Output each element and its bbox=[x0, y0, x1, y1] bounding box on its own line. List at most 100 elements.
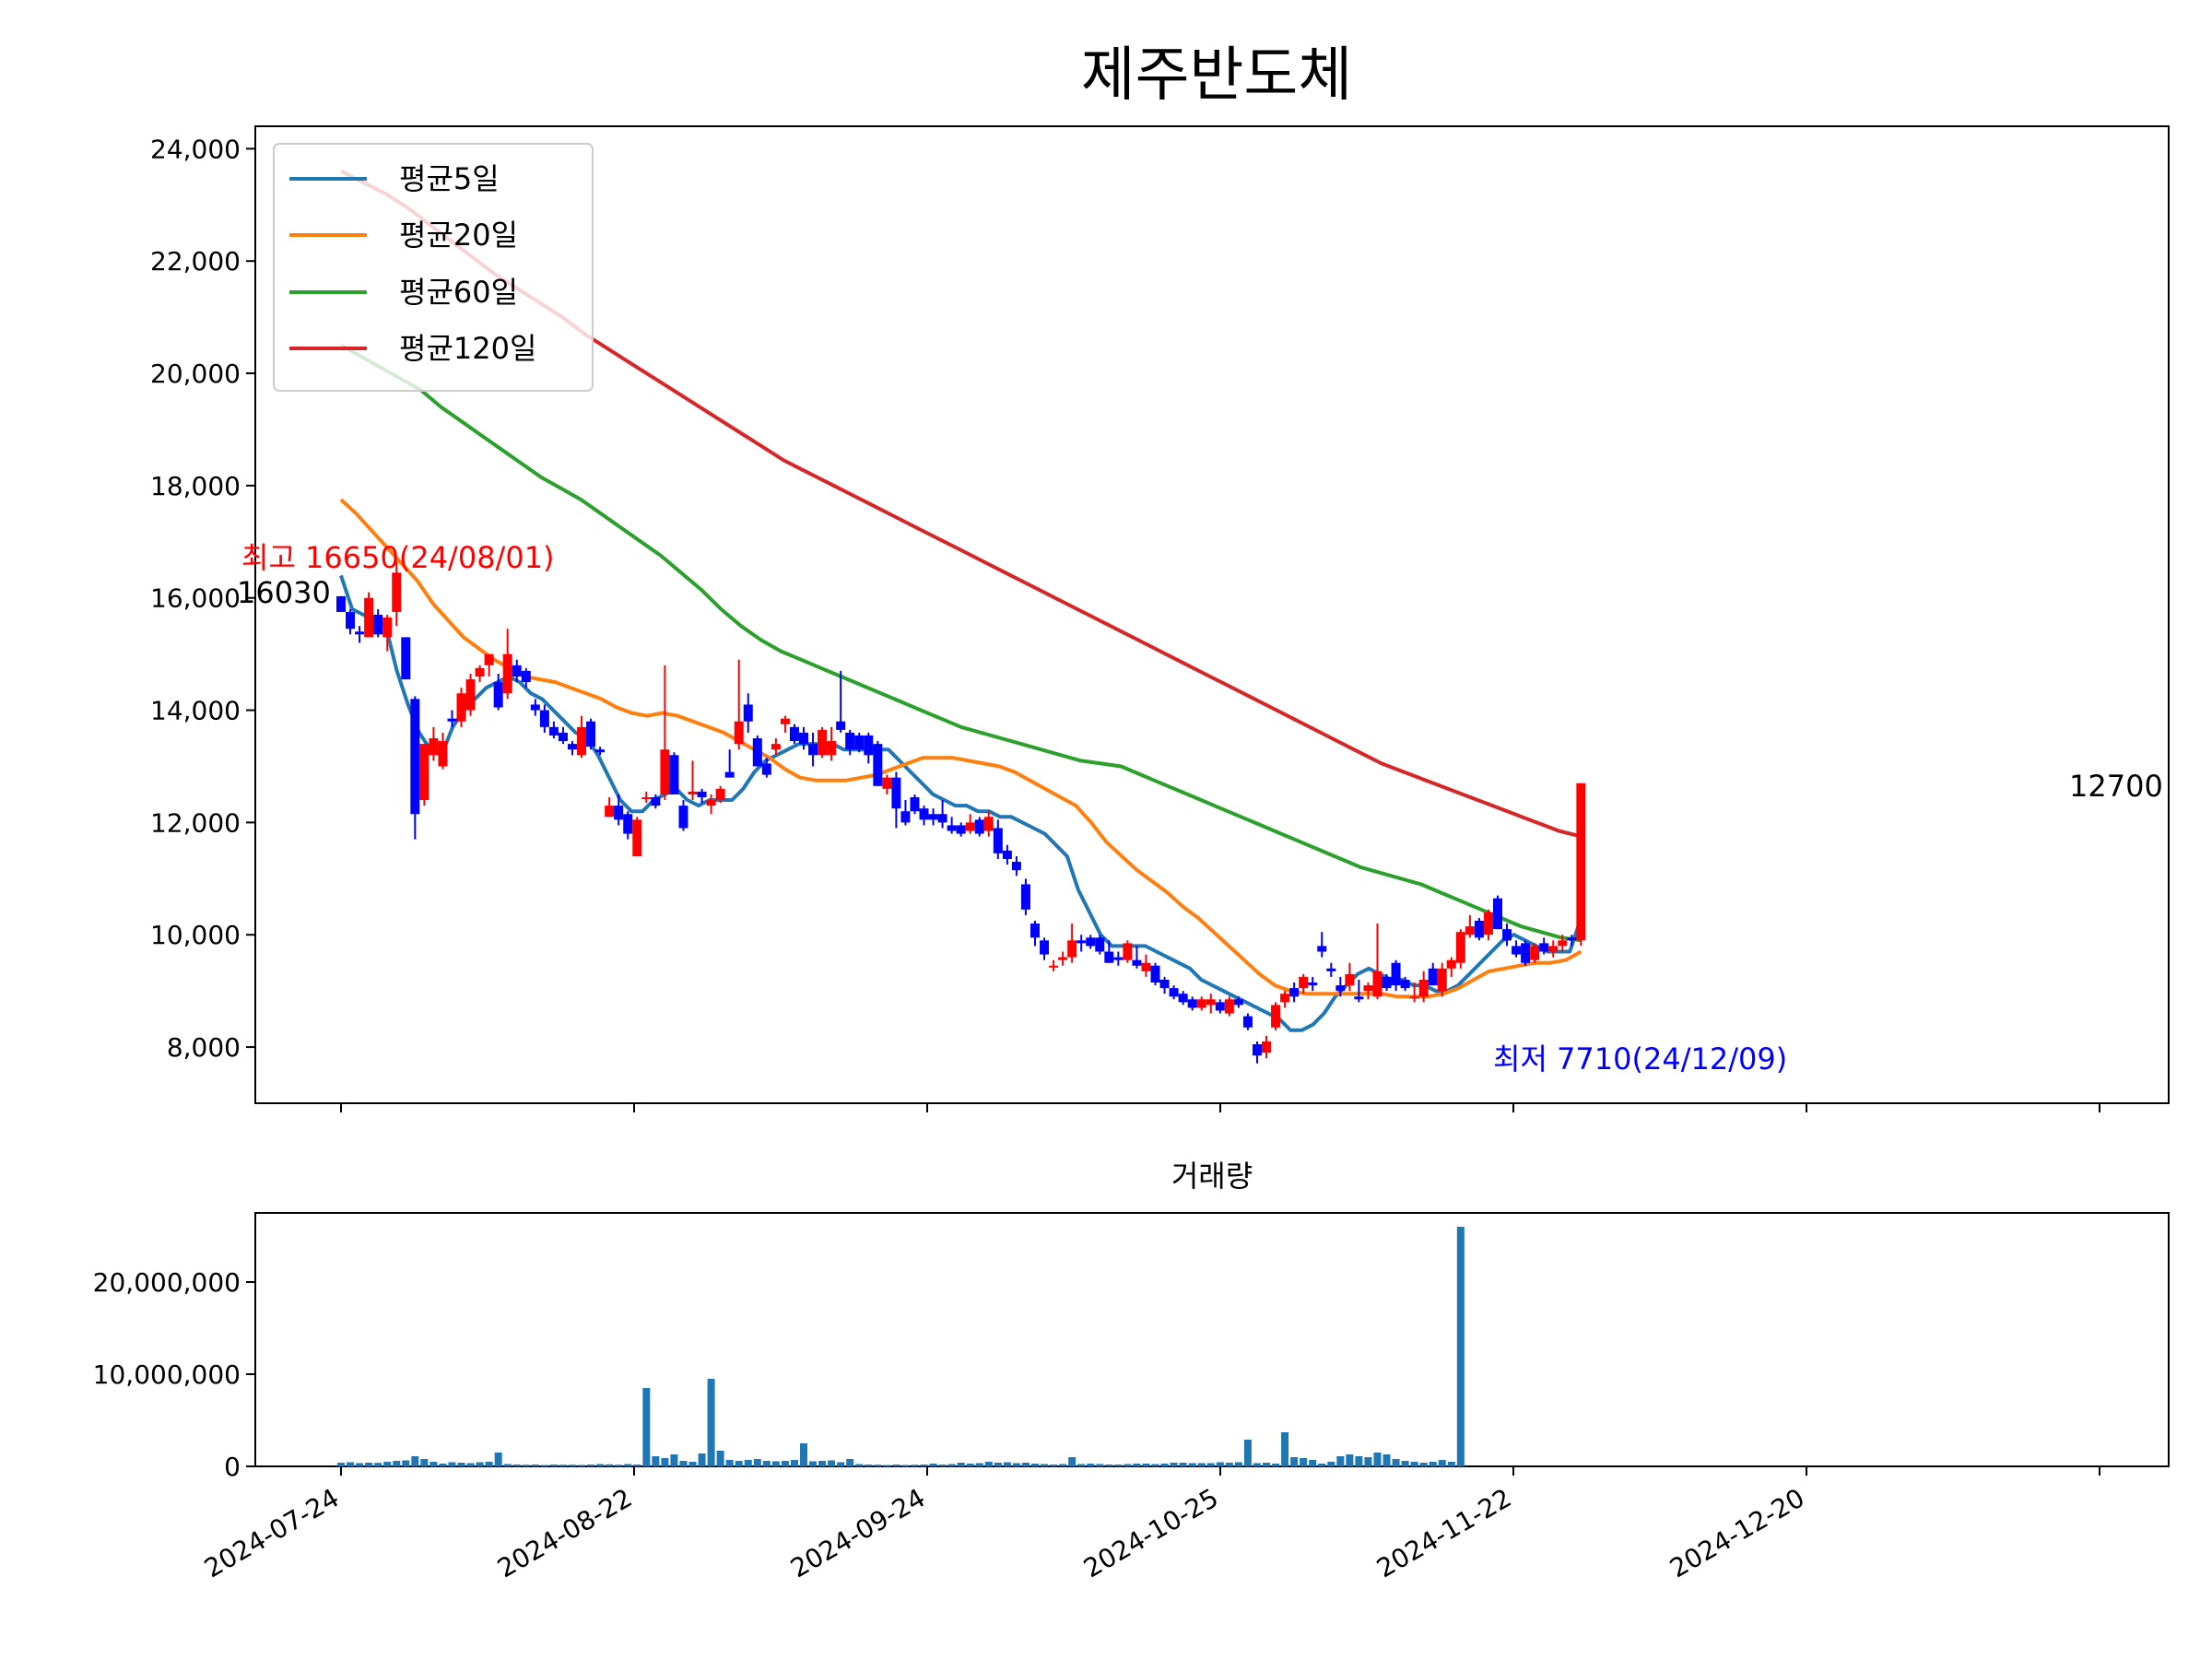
candle-body bbox=[595, 749, 606, 753]
candle-body bbox=[1465, 926, 1475, 935]
start-price-label: 16030 bbox=[237, 575, 331, 610]
volume-bar bbox=[855, 1464, 864, 1466]
candle-body bbox=[1335, 985, 1346, 992]
volume-bar bbox=[716, 1451, 724, 1466]
volume-bar bbox=[1336, 1456, 1345, 1466]
candle-body bbox=[568, 744, 577, 750]
candlesticks bbox=[336, 561, 1586, 1064]
volume-bar bbox=[606, 1464, 614, 1466]
volume-bar bbox=[1077, 1464, 1086, 1466]
volume-bar bbox=[1419, 1463, 1428, 1466]
candle-body bbox=[1252, 1044, 1262, 1056]
volume-bar bbox=[661, 1458, 669, 1466]
candle-body bbox=[688, 791, 698, 794]
volume-bar bbox=[1447, 1462, 1455, 1466]
volume-bar bbox=[439, 1464, 447, 1466]
volume-bar bbox=[411, 1456, 419, 1466]
volume-bar bbox=[828, 1460, 836, 1466]
candle-body bbox=[1113, 957, 1124, 960]
volume-bar bbox=[596, 1464, 605, 1466]
volume-bar bbox=[975, 1463, 983, 1466]
candle-body bbox=[336, 595, 346, 612]
volume-bar bbox=[929, 1464, 937, 1466]
price-y-tick-label: 16,000 bbox=[150, 583, 241, 614]
candle-body bbox=[1521, 943, 1531, 963]
candle-body bbox=[1169, 988, 1179, 997]
volume-bar bbox=[1216, 1462, 1224, 1466]
candle-body bbox=[1558, 940, 1568, 947]
volume-bar bbox=[698, 1453, 706, 1466]
volume-bar bbox=[466, 1463, 475, 1466]
ma-line-평균60일 bbox=[340, 343, 1582, 943]
candle-body bbox=[845, 732, 855, 750]
candle-body bbox=[1020, 884, 1030, 910]
legend-label-ma120: 평균120일 bbox=[399, 331, 536, 366]
volume-bar bbox=[615, 1465, 623, 1466]
legend-label-ma20: 평균20일 bbox=[399, 218, 518, 253]
candle-body bbox=[1077, 940, 1087, 944]
candle-body bbox=[743, 704, 753, 722]
volume-bar bbox=[1041, 1464, 1049, 1466]
volume-bar bbox=[957, 1463, 965, 1466]
candle-body bbox=[465, 679, 476, 711]
volume-bar bbox=[356, 1463, 364, 1466]
volume-bar bbox=[1170, 1463, 1178, 1466]
candle-body bbox=[614, 806, 624, 820]
volume-bar bbox=[559, 1465, 567, 1466]
volume-bar bbox=[920, 1465, 928, 1466]
candle-body bbox=[1576, 782, 1586, 941]
candle-body bbox=[854, 735, 865, 750]
candle-body bbox=[1178, 994, 1188, 1003]
candle-body bbox=[355, 631, 365, 635]
volume-x-tick-label: 2024-08-22 bbox=[492, 1482, 637, 1583]
candle-body bbox=[983, 817, 994, 831]
volume-bar bbox=[1114, 1465, 1123, 1466]
candle-body bbox=[364, 597, 374, 638]
candle-body bbox=[1280, 994, 1290, 1003]
volume-bar bbox=[1096, 1464, 1104, 1466]
candle-body bbox=[521, 670, 531, 683]
candle-body bbox=[641, 796, 652, 799]
volume-bar bbox=[994, 1463, 1002, 1466]
candle-body bbox=[1326, 968, 1336, 971]
end-price-label: 12700 bbox=[2069, 769, 2163, 804]
candle-body bbox=[669, 755, 679, 794]
price-y-tick-label: 14,000 bbox=[150, 696, 241, 726]
volume-bar bbox=[347, 1462, 355, 1466]
volume-bar bbox=[1272, 1464, 1280, 1466]
candle-body bbox=[1539, 943, 1549, 952]
volume-bar bbox=[1263, 1463, 1270, 1466]
candle-body bbox=[1455, 932, 1465, 963]
volume-bar bbox=[688, 1462, 697, 1466]
candle-body bbox=[974, 819, 984, 834]
candle-body bbox=[1512, 946, 1522, 955]
volume-bar bbox=[1300, 1458, 1308, 1466]
candle-body bbox=[678, 806, 688, 829]
candle-body bbox=[392, 572, 402, 612]
candle-body bbox=[900, 811, 911, 823]
candle-body bbox=[706, 800, 716, 806]
volume-bar bbox=[1197, 1463, 1206, 1466]
volume-bar bbox=[633, 1465, 641, 1466]
candle-body bbox=[947, 825, 957, 831]
candle-body bbox=[1242, 1016, 1253, 1028]
volume-bar bbox=[809, 1461, 818, 1466]
volume-bar bbox=[1179, 1463, 1187, 1466]
candle-body bbox=[1150, 965, 1160, 983]
volume-bar bbox=[1188, 1463, 1196, 1466]
price-y-tick-label: 18,000 bbox=[150, 471, 241, 501]
candle-body bbox=[1418, 979, 1429, 997]
volume-title: 거래량 bbox=[1171, 1159, 1253, 1194]
volume-bar bbox=[1225, 1463, 1233, 1466]
candle-body bbox=[993, 828, 1003, 853]
legend: 평균5일 평균20일 평균60일 평균120일 bbox=[273, 143, 594, 392]
price-y-axis: 8,000 10,000 12,000 14,000 16,000 18,000 20,00… bbox=[150, 134, 255, 1063]
volume-bar bbox=[1318, 1464, 1326, 1466]
candle-body bbox=[558, 732, 568, 742]
candle-body bbox=[1049, 965, 1059, 968]
volume-bar bbox=[1105, 1465, 1113, 1466]
price-y-tick-label: 20,000 bbox=[150, 359, 241, 389]
candle-body bbox=[1428, 968, 1438, 986]
candle-body bbox=[752, 738, 762, 767]
high-price-label: 최고 16650(24/08/01) bbox=[241, 540, 555, 575]
